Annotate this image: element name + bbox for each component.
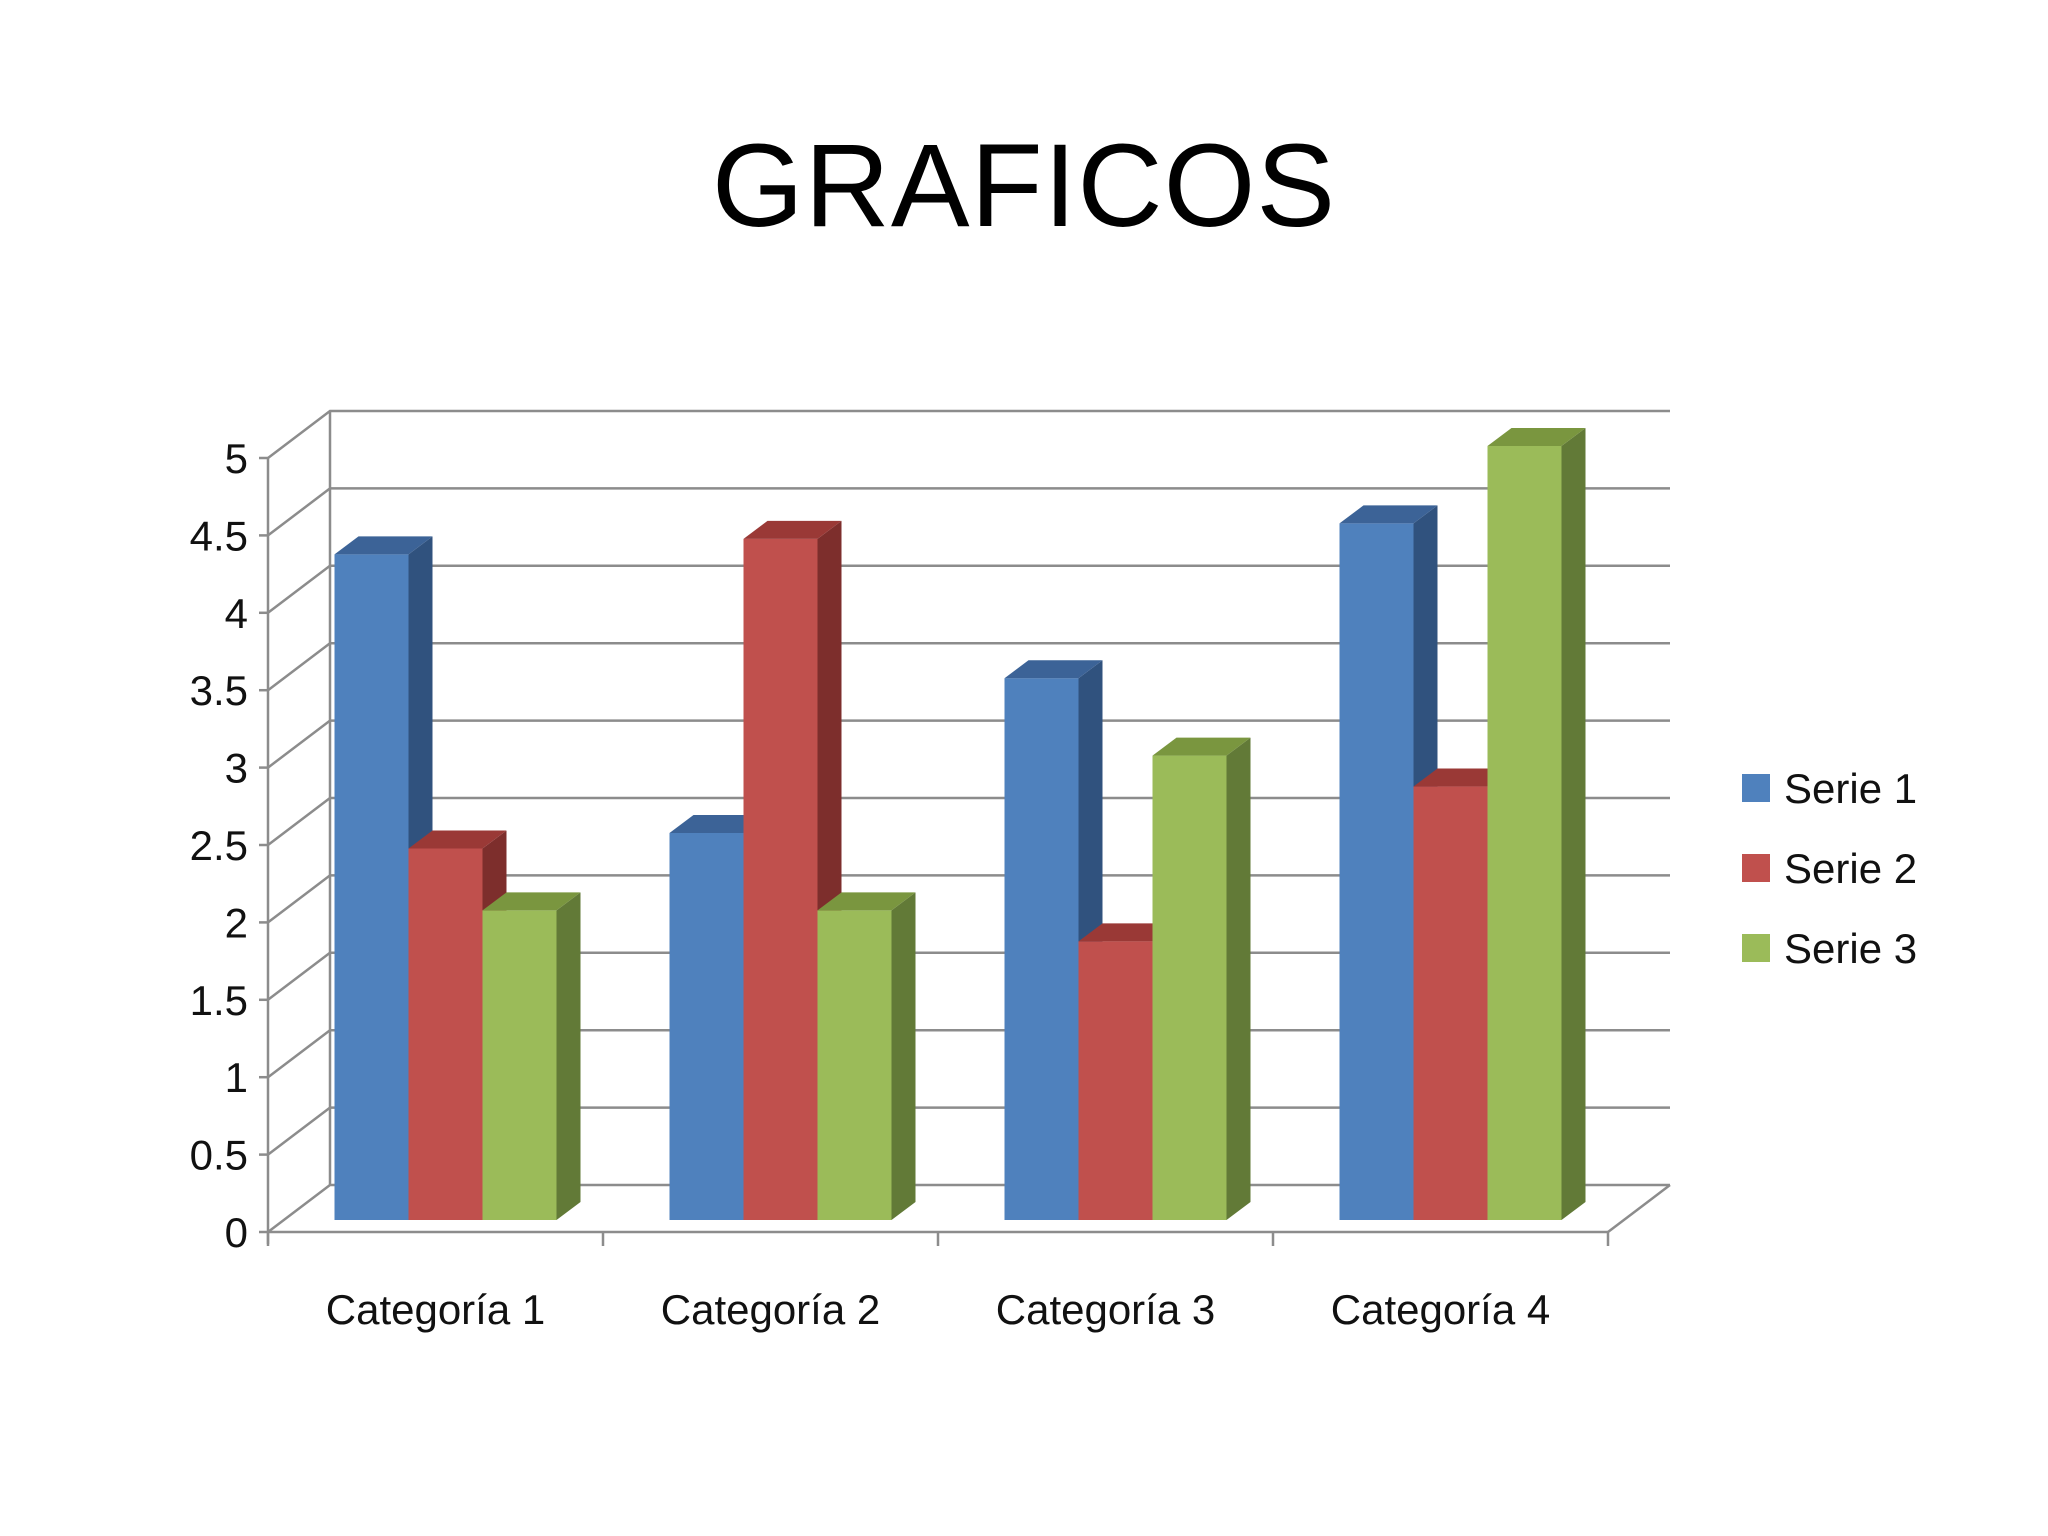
legend-label: Serie 1 xyxy=(1784,765,1917,812)
bar-top xyxy=(669,815,768,833)
bar-side xyxy=(891,892,916,1220)
legend-swatch xyxy=(1742,934,1770,962)
bar xyxy=(1004,678,1079,1220)
bar xyxy=(817,910,892,1220)
legend-label: Serie 2 xyxy=(1784,845,1917,892)
y-tick-label: 0.5 xyxy=(190,1132,248,1179)
bar xyxy=(1339,523,1414,1220)
chart-axes xyxy=(259,411,1671,1246)
bar-top xyxy=(743,520,842,539)
y-tick-label: 2.5 xyxy=(190,822,248,869)
gridline xyxy=(267,564,1670,614)
bar-top xyxy=(1339,505,1438,524)
y-tick-label: 3.5 xyxy=(190,667,248,714)
bar xyxy=(334,554,409,1220)
bar-top xyxy=(1004,660,1103,679)
bar-top xyxy=(1487,428,1586,446)
bar xyxy=(669,833,744,1220)
legend-label: Serie 3 xyxy=(1784,925,1917,972)
bar xyxy=(408,848,483,1220)
x-tick-label: Categoría 1 xyxy=(326,1286,545,1333)
bar-top xyxy=(1413,768,1512,787)
bar-top xyxy=(334,536,433,555)
x-tick-label: Categoría 2 xyxy=(661,1286,880,1333)
gridline xyxy=(267,409,1670,459)
x-tick-label: Categoría 4 xyxy=(1331,1286,1550,1333)
bar-top xyxy=(817,892,916,911)
legend-swatch xyxy=(1742,854,1770,882)
bar xyxy=(1413,786,1488,1220)
bar-top xyxy=(408,830,507,849)
bar-top xyxy=(1078,923,1177,942)
floor-right-edge xyxy=(1607,1184,1671,1233)
bar xyxy=(743,538,818,1220)
bar xyxy=(1487,446,1562,1220)
y-axis-tick-labels: 0 0.5 1 1.5 2 2.5 3 3.5 4 4.5 5 xyxy=(190,435,248,1256)
y-tick-label: 1.5 xyxy=(190,977,248,1024)
x-tick-label: Categoría 3 xyxy=(996,1286,1215,1333)
y-tick-label: 0 xyxy=(225,1209,248,1256)
chart-bars xyxy=(334,428,1586,1220)
y-tick-label: 4 xyxy=(225,590,248,637)
bar-side xyxy=(1226,737,1251,1220)
y-tick-label: 2 xyxy=(225,899,248,946)
bar-top xyxy=(1152,737,1251,756)
x-axis-tick-labels: Categoría 1 Categoría 2 Categoría 3 Categor… xyxy=(326,1286,1550,1333)
slide-title: GRAFICOS xyxy=(711,120,1337,252)
y-tick-label: 4.5 xyxy=(190,512,248,559)
bar xyxy=(1152,755,1227,1220)
y-tick-label: 5 xyxy=(225,435,248,482)
chart-legend: Serie 1 Serie 2 Serie 3 xyxy=(1742,765,1917,972)
bar-side xyxy=(1561,428,1586,1220)
y-tick-label: 3 xyxy=(225,745,248,792)
bar-top xyxy=(482,892,581,911)
gridline xyxy=(267,641,1670,692)
gridline xyxy=(267,487,1670,537)
bar-side xyxy=(556,892,581,1220)
bar xyxy=(1078,941,1153,1220)
legend-swatch xyxy=(1742,774,1770,802)
gridline xyxy=(267,719,1670,769)
y-tick-label: 1 xyxy=(225,1054,248,1101)
bar xyxy=(482,910,557,1220)
